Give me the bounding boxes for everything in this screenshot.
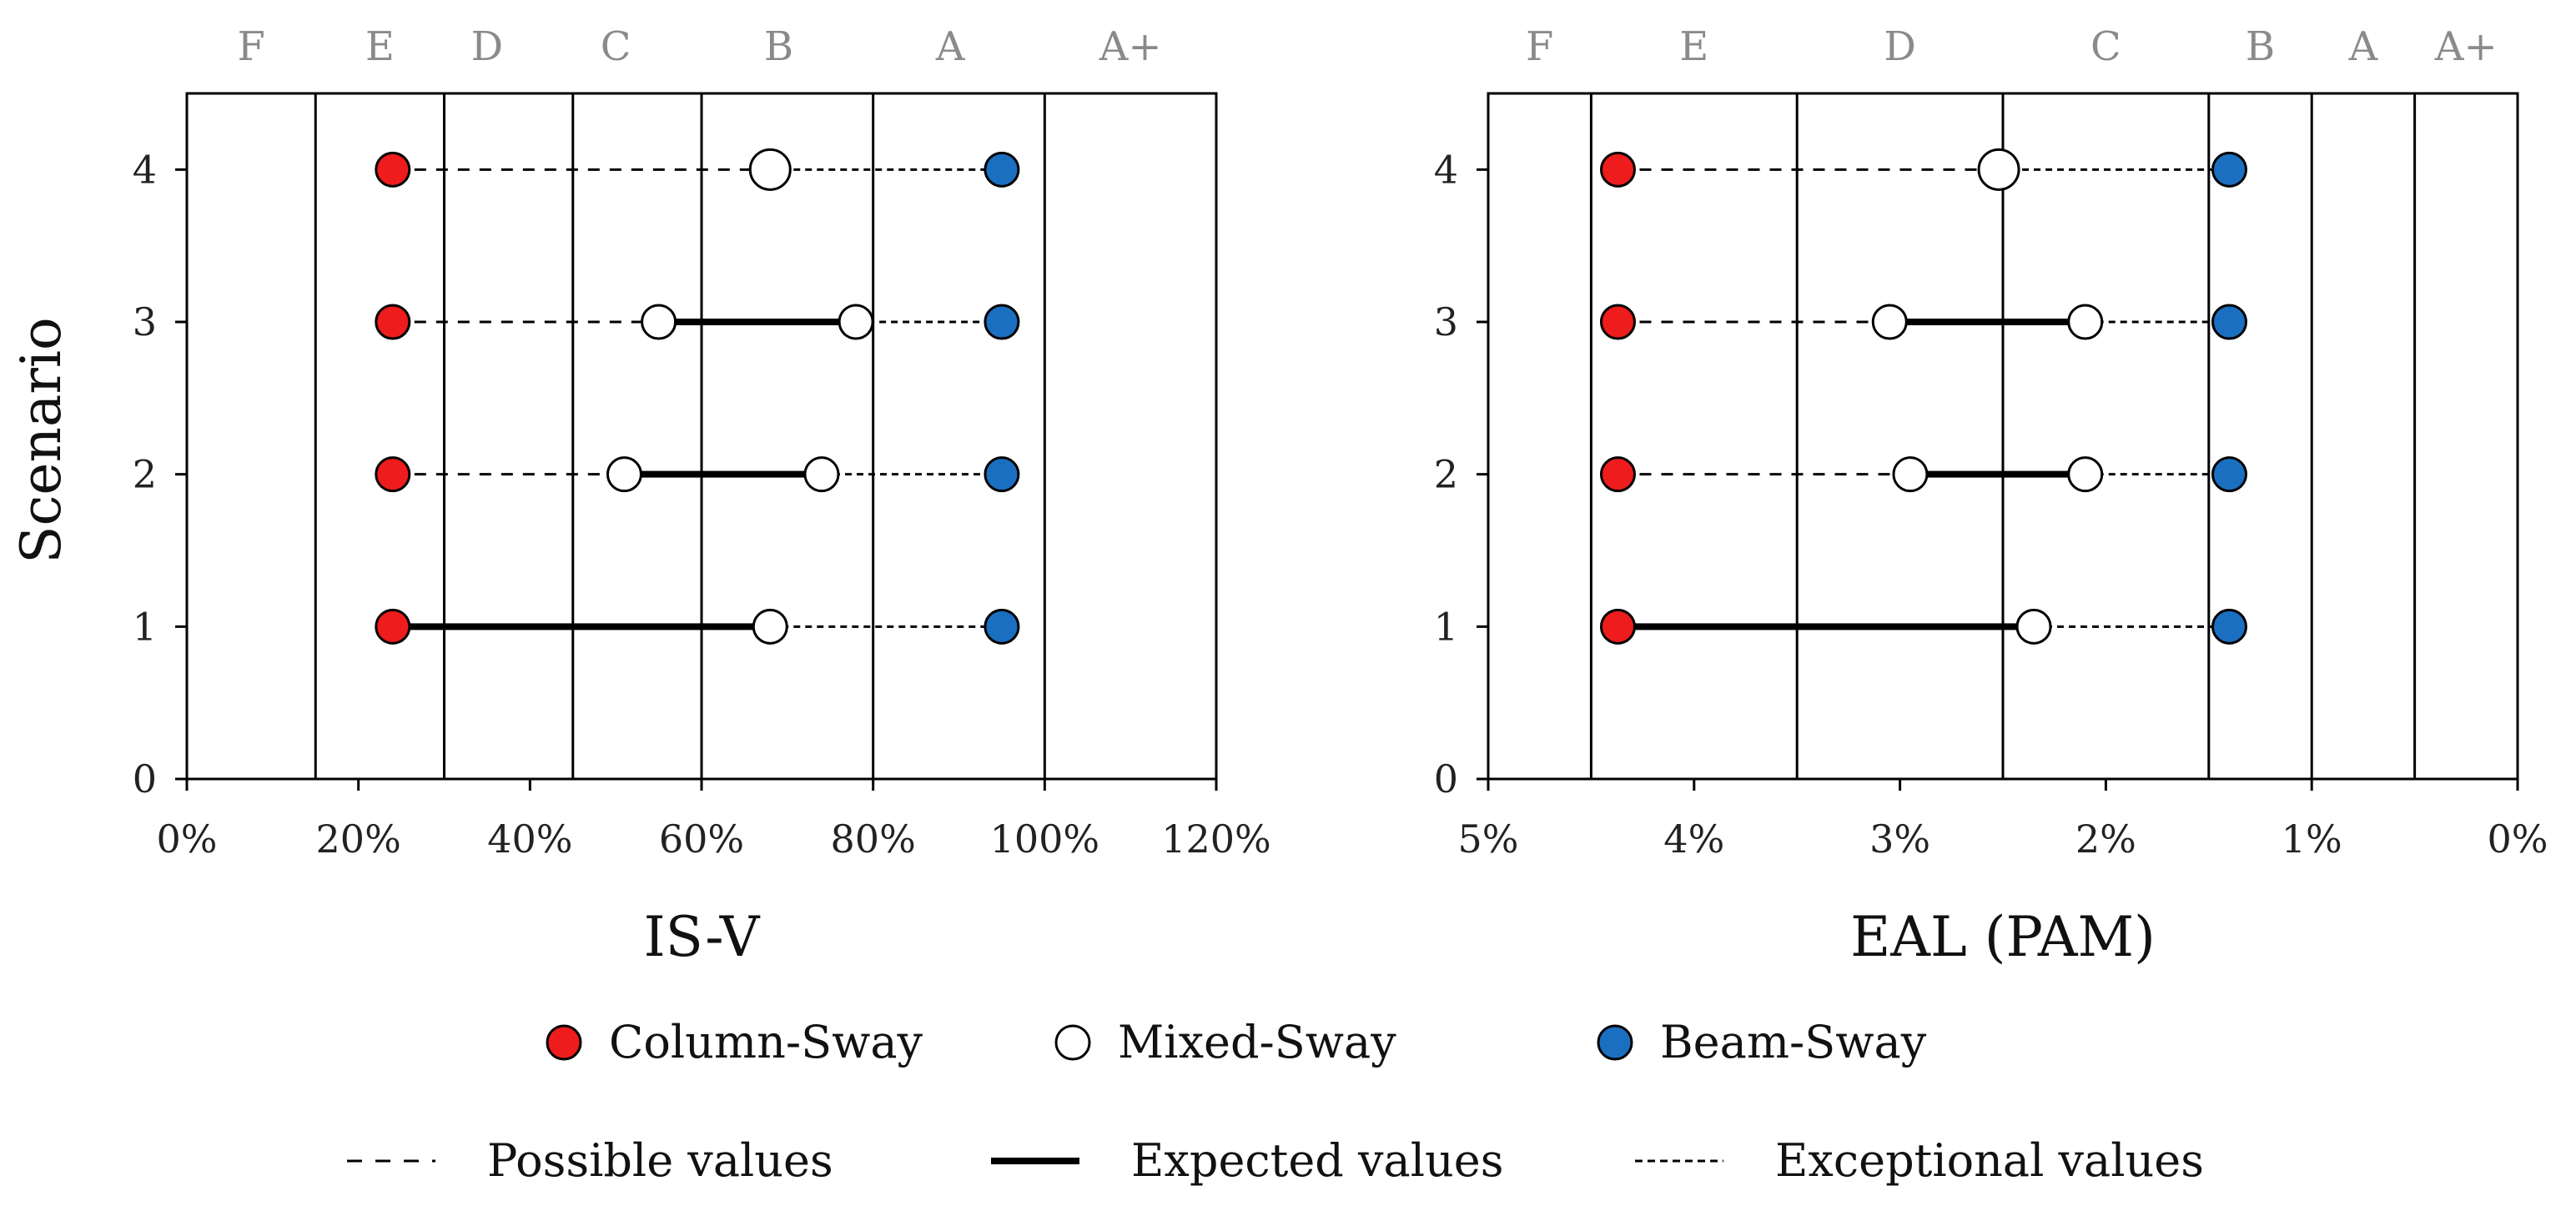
beam-sway-point xyxy=(984,608,1020,645)
legend-label-mixed-sway: Mixed-Sway xyxy=(1118,1016,1396,1068)
legend-marker-column-sway xyxy=(546,1024,582,1061)
x-tick-label: 0% xyxy=(157,817,218,862)
mixed-sway-point xyxy=(2067,456,2104,493)
class-label-d: D xyxy=(471,23,503,70)
class-label-a: A xyxy=(2348,23,2379,70)
column-sway-point xyxy=(1599,151,1636,188)
legend-label-exceptional: Exceptional values xyxy=(1775,1134,2204,1187)
scenario-3 xyxy=(375,304,1020,340)
legend-label-expected: Expected values xyxy=(1131,1134,1503,1187)
class-label-a: A xyxy=(935,23,966,70)
x-tick-label: 0% xyxy=(2488,817,2548,862)
legend-marker-mixed-sway xyxy=(1054,1024,1091,1061)
y-tick-label: 2 xyxy=(133,452,157,497)
mixed-sway-point xyxy=(748,148,792,191)
class-label-b: B xyxy=(764,23,793,70)
beam-sway-point xyxy=(2211,456,2247,493)
class-label-b: B xyxy=(2246,23,2275,70)
scenario-2 xyxy=(1599,456,2247,493)
x-tick-label: 80% xyxy=(831,817,916,862)
scenario-2 xyxy=(375,456,1020,493)
legend-marker-beam-sway xyxy=(1597,1024,1633,1061)
y-tick-label: 1 xyxy=(133,604,157,649)
beam-sway-point xyxy=(984,304,1020,340)
y-tick-label: 4 xyxy=(1434,147,1458,192)
panel-eal: F E D C B A A+ 5% 4% 3% 2% 1% 0% 0 1 2 3 4 EAL (PAM) xyxy=(1434,23,2548,969)
column-sway-point xyxy=(375,456,411,493)
mixed-sway-point xyxy=(1977,148,2020,191)
x-tick-label: 20% xyxy=(316,817,401,862)
mixed-sway-point xyxy=(641,304,677,340)
mixed-sway-point xyxy=(1871,304,1908,340)
y-tick-label: 3 xyxy=(1434,299,1458,344)
beam-sway-point xyxy=(2211,608,2247,645)
x-tick-label: 40% xyxy=(487,817,572,862)
class-label-c: C xyxy=(2090,23,2121,70)
legend-label-beam-sway: Beam-Sway xyxy=(1660,1016,1927,1068)
panel-is-v: F E D C B A A+ 0% 20% 40% 60% 80% 100% 120% 0 1 2 3 4 IS-V xyxy=(133,23,1271,969)
y-axis-label: Scenario xyxy=(9,317,73,564)
y-tick-label: 2 xyxy=(1434,452,1458,497)
x-tick-label: 3% xyxy=(1869,817,1930,862)
class-label-f: F xyxy=(1526,23,1553,70)
legend-label-column-sway: Column-Sway xyxy=(609,1016,923,1068)
x-tick-label: 60% xyxy=(659,817,744,862)
x-axis-label: EAL (PAM) xyxy=(1850,905,2156,969)
x-tick-label: 2% xyxy=(2075,817,2136,862)
column-sway-point xyxy=(1599,304,1636,340)
column-sway-point xyxy=(1599,456,1636,493)
scenario-1 xyxy=(375,608,1020,645)
mixed-sway-point xyxy=(606,456,642,493)
mixed-sway-point xyxy=(2067,304,2104,340)
y-tick-label: 1 xyxy=(1434,604,1458,649)
mixed-sway-point xyxy=(2015,608,2052,645)
class-label-c: C xyxy=(601,23,631,70)
column-sway-point xyxy=(375,304,411,340)
x-tick-label: 100% xyxy=(990,817,1100,862)
beam-sway-point xyxy=(2211,151,2247,188)
mixed-sway-point xyxy=(752,608,788,645)
x-tick-label: 120% xyxy=(1161,817,1271,862)
y-tick-label: 0 xyxy=(133,756,157,801)
class-label-e: E xyxy=(1679,23,1708,70)
y-tick-label: 3 xyxy=(133,299,157,344)
scenario-4 xyxy=(1599,148,2247,191)
y-tick-label: 0 xyxy=(1434,756,1458,801)
class-label-a-plus: A+ xyxy=(1099,23,1162,70)
scenario-4 xyxy=(375,148,1020,191)
class-label-d: D xyxy=(1884,23,1915,70)
mixed-sway-point xyxy=(838,304,874,340)
mixed-sway-point xyxy=(803,456,840,493)
mixed-sway-point xyxy=(1892,456,1929,493)
class-label-f: F xyxy=(237,23,264,70)
beam-sway-point xyxy=(984,151,1020,188)
beam-sway-point xyxy=(2211,304,2247,340)
y-tick-label: 4 xyxy=(133,147,157,192)
x-tick-label: 4% xyxy=(1663,817,1724,862)
class-label-a-plus: A+ xyxy=(2434,23,2498,70)
x-axis-label: IS-V xyxy=(644,905,761,969)
legend: Column-Sway Mixed-Sway Beam-Sway Possible v… xyxy=(347,1016,2204,1187)
x-tick-label: 5% xyxy=(1458,817,1519,862)
column-sway-point xyxy=(1599,608,1636,645)
legend-label-possible: Possible values xyxy=(487,1134,833,1187)
scenario-1 xyxy=(1599,608,2247,645)
column-sway-point xyxy=(375,608,411,645)
column-sway-point xyxy=(375,151,411,188)
scenario-3 xyxy=(1599,304,2247,340)
beam-sway-point xyxy=(984,456,1020,493)
x-tick-label: 1% xyxy=(2282,817,2342,862)
class-label-e: E xyxy=(365,23,395,70)
